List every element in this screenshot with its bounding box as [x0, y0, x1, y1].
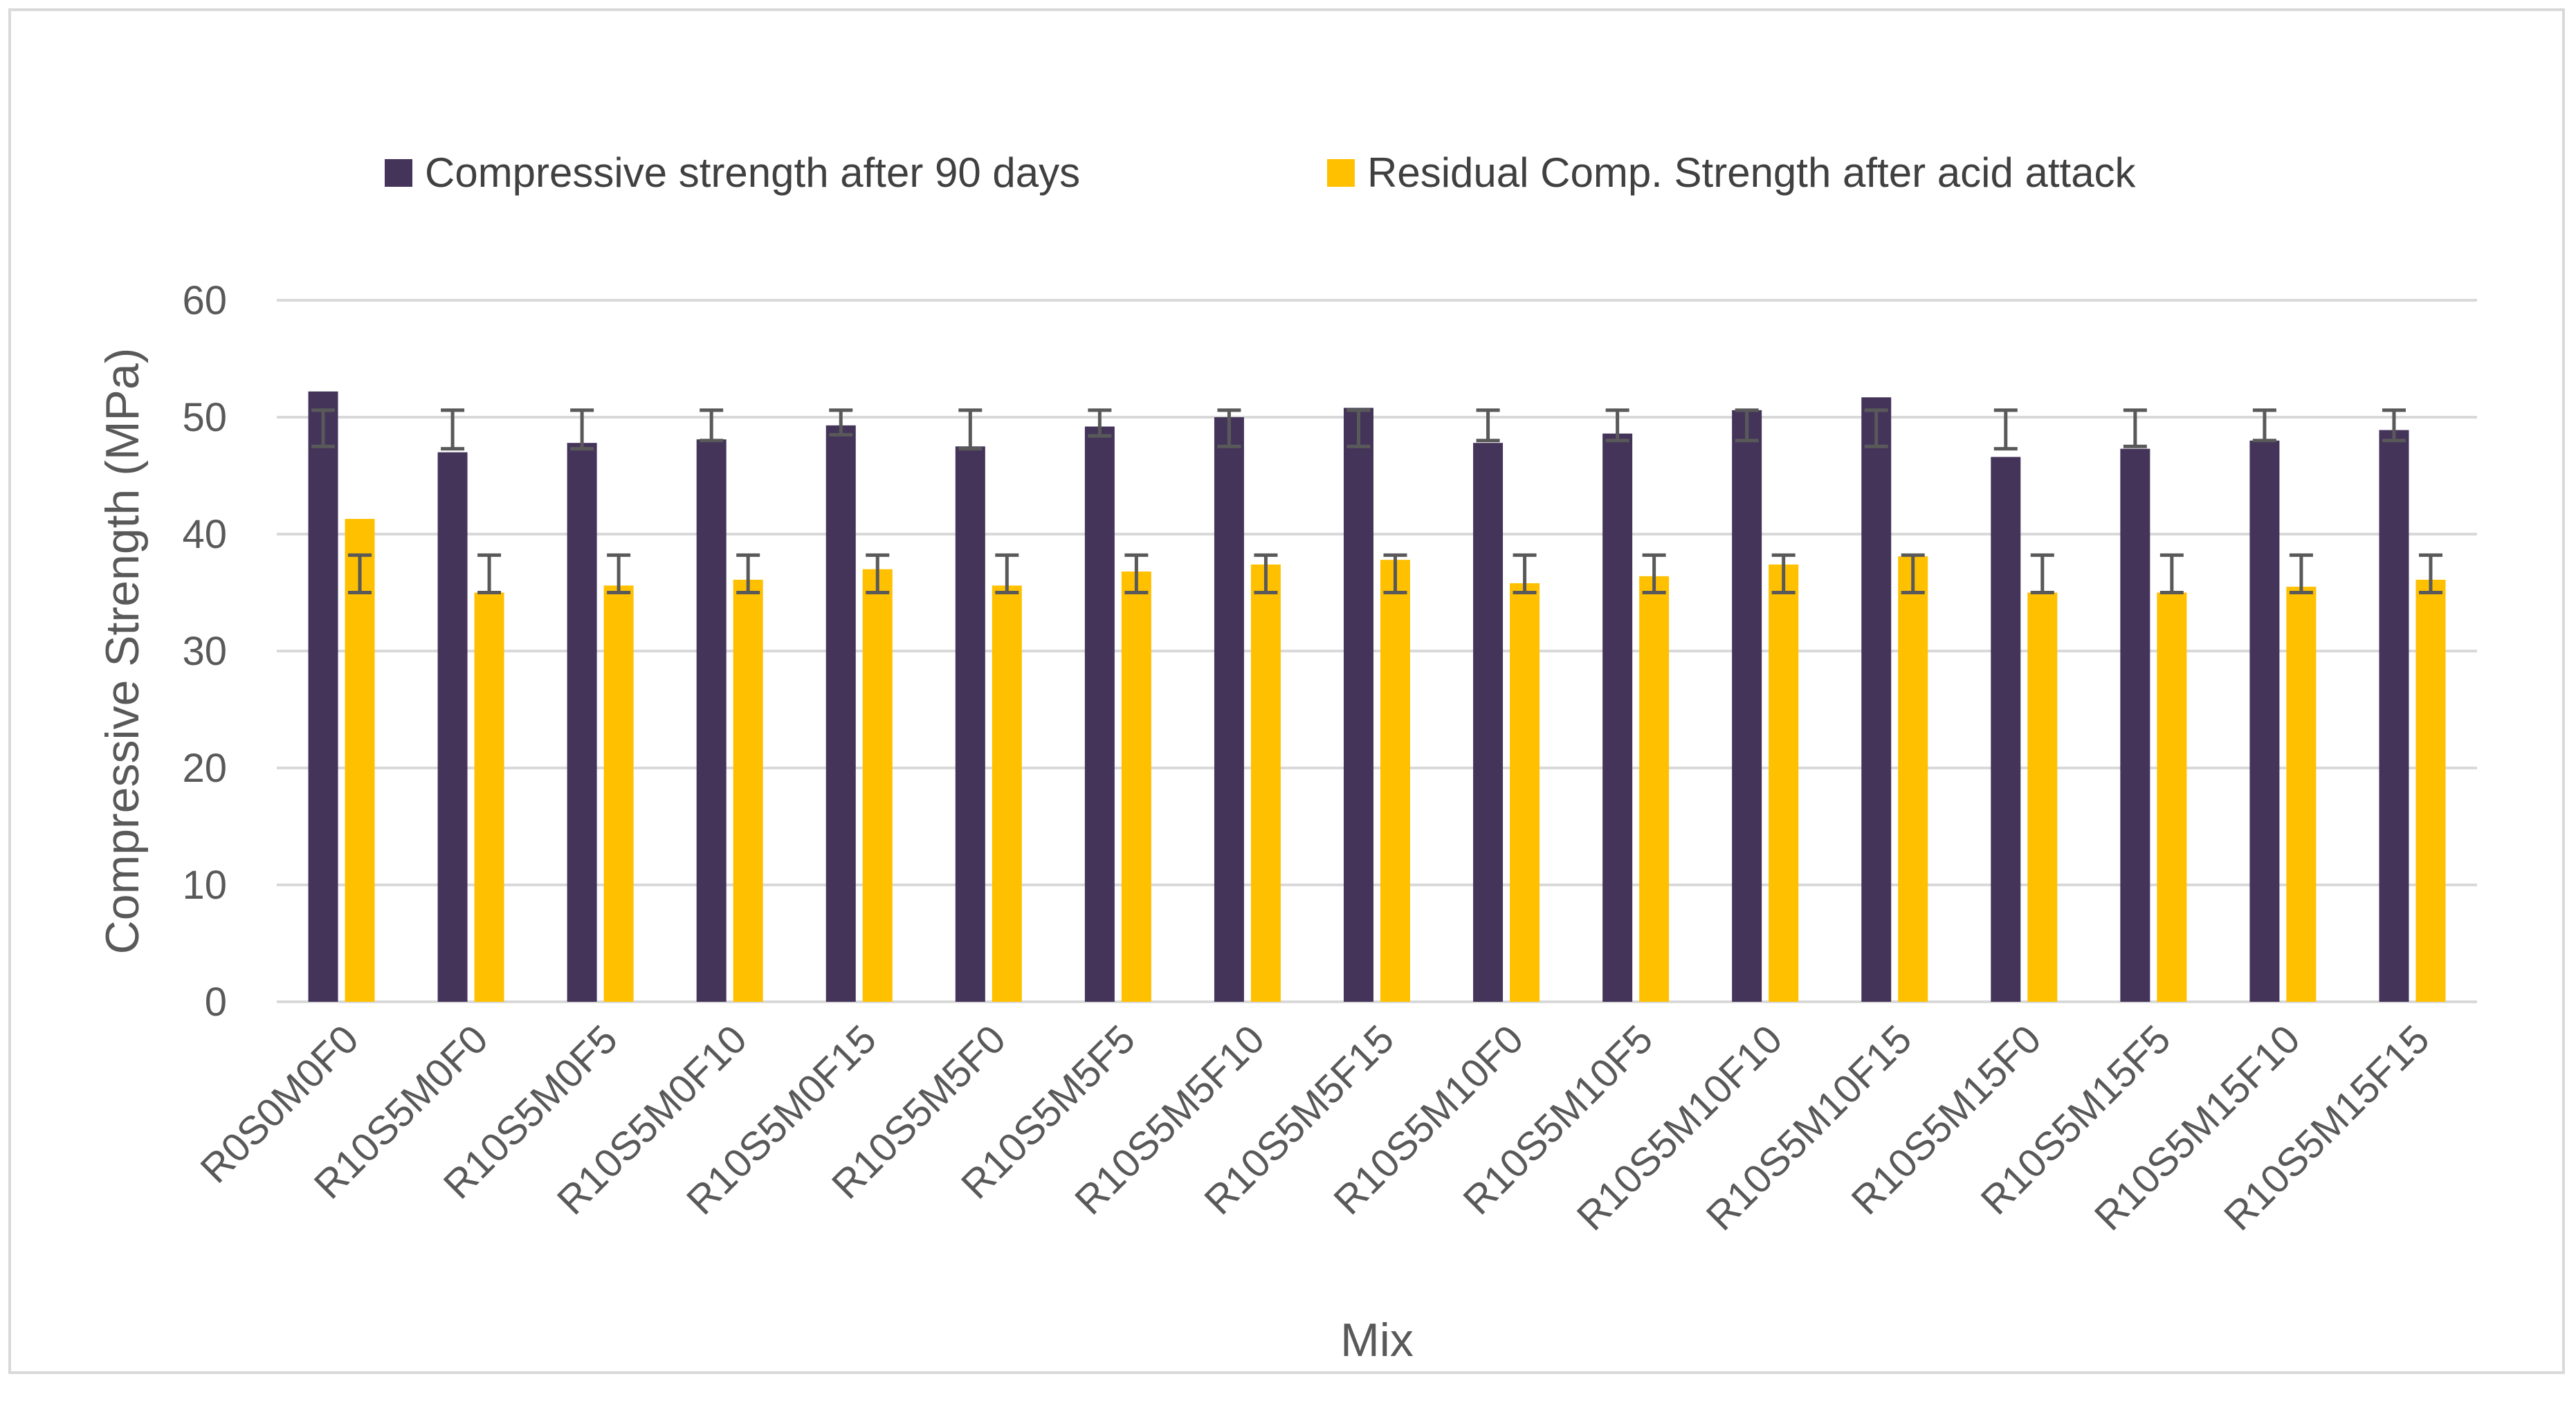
error-bar — [1993, 408, 2018, 451]
bar-compressive-R10S5M10F15 — [1861, 397, 1892, 1002]
bar-compressive-R10S5M15F0 — [1991, 457, 2021, 1002]
error-bar — [1124, 553, 1149, 594]
x-axis-title: Mix — [1340, 1314, 1414, 1366]
bar-compressive-R10S5M0F15 — [825, 425, 856, 1002]
y-axis-title: Compressive Strength (MPa) — [96, 348, 149, 955]
bar-compressive-R10S5M5F15 — [1344, 408, 1373, 1002]
error-bar — [2159, 553, 2184, 594]
bar-residual-R10S5M0F15 — [862, 569, 893, 1002]
error-bar — [1605, 408, 1629, 443]
error-bar — [1254, 553, 1278, 594]
bar-compressive-R10S5M5F10 — [1214, 417, 1244, 1002]
error-bar — [829, 408, 853, 437]
bar-residual-R10S5M5F15 — [1380, 560, 1410, 1002]
legend-swatch — [385, 159, 412, 187]
error-bar — [736, 553, 760, 594]
error-bar — [1346, 408, 1371, 448]
bar-compressive-R10S5M15F10 — [2249, 440, 2280, 1002]
bar-compressive-R10S5M15F15 — [2379, 430, 2409, 1002]
bar-residual-R0S0M0F0 — [345, 519, 375, 1002]
error-bar — [607, 553, 631, 594]
error-bar — [866, 553, 890, 594]
y-tick-label: 0 — [205, 980, 227, 1025]
error-bar — [477, 553, 502, 594]
error-bar — [1513, 553, 1537, 594]
bar-compressive-R10S5M5F0 — [955, 446, 985, 1002]
bar-residual-R10S5M0F5 — [603, 585, 634, 1002]
bar-residual-R10S5M10F10 — [1769, 564, 1799, 1002]
error-bar — [2030, 553, 2054, 594]
bar-compressive-R10S5M0F0 — [437, 452, 468, 1002]
error-bar — [2123, 408, 2147, 448]
error-bar — [441, 408, 465, 451]
y-tick-label: 10 — [182, 863, 227, 908]
legend-swatch — [1327, 159, 1355, 187]
y-tick-label: 60 — [182, 278, 227, 323]
bar-residual-R10S5M15F10 — [2286, 587, 2317, 1002]
error-bar — [1735, 408, 1759, 443]
bar-compressive-R10S5M10F0 — [1473, 443, 1504, 1002]
bar-residual-R10S5M5F5 — [1121, 571, 1151, 1002]
error-bar — [700, 408, 724, 443]
error-bar — [311, 408, 336, 448]
x-axis-labels: R0S0M0F0R10S5M0F0R10S5M0F5R10S5M0F10R10S… — [192, 1016, 2438, 1239]
error-bar — [570, 408, 594, 451]
error-bar — [995, 553, 1019, 594]
bar-compressive-R10S5M0F10 — [696, 439, 727, 1002]
gridlines — [277, 299, 2477, 1003]
error-bar — [1771, 553, 1796, 594]
error-bar — [348, 553, 372, 594]
legend-label: Compressive strength after 90 days — [425, 149, 1080, 196]
bar-residual-R10S5M5F10 — [1250, 564, 1281, 1002]
error-bar — [1217, 408, 1241, 448]
error-bar — [1864, 408, 1888, 448]
bar-compressive-R10S5M0F5 — [567, 443, 597, 1002]
bar-compressive-R0S0M0F0 — [308, 391, 338, 1002]
bar-compressive-R10S5M15F5 — [2120, 448, 2150, 1002]
bar-residual-R10S5M15F5 — [2157, 592, 2187, 1002]
bar-residual-R10S5M0F0 — [474, 592, 504, 1002]
bars — [308, 391, 2446, 1002]
error-bar — [2418, 553, 2442, 594]
bar-residual-R10S5M0F10 — [733, 579, 763, 1002]
bar-compressive-R10S5M5F5 — [1084, 426, 1115, 1002]
y-axis-ticks: 0 10 20 30 40 50 60 — [182, 278, 227, 1025]
error-bar — [2289, 553, 2313, 594]
error-bar — [1901, 553, 1925, 594]
error-bar — [1383, 553, 1407, 594]
error-bar — [2382, 408, 2406, 443]
bar-compressive-R10S5M10F10 — [1732, 410, 1762, 1002]
y-tick-label: 40 — [182, 512, 227, 557]
y-tick-label: 50 — [182, 395, 227, 440]
legend: Compressive strength after 90 days Residu… — [385, 149, 2137, 196]
error-bar — [1642, 553, 1666, 594]
y-tick-label: 30 — [182, 629, 227, 674]
error-bar — [1476, 408, 1500, 443]
y-tick-label: 20 — [182, 746, 227, 791]
bar-residual-R10S5M10F5 — [1639, 576, 1670, 1002]
legend-label: Residual Comp. Strength after acid attac… — [1367, 149, 2137, 196]
bar-residual-R10S5M15F0 — [2027, 592, 2058, 1002]
error-bar — [1088, 408, 1112, 438]
bar-residual-R10S5M10F15 — [1898, 556, 1928, 1002]
error-bar — [2252, 408, 2276, 443]
error-bar — [958, 408, 983, 451]
bar-residual-R10S5M10F0 — [1510, 583, 1540, 1002]
bar-residual-R10S5M15F15 — [2415, 579, 2446, 1002]
error-bars — [311, 408, 2442, 594]
bar-residual-R10S5M5F0 — [992, 585, 1022, 1002]
bar-compressive-R10S5M10F5 — [1602, 433, 1633, 1002]
